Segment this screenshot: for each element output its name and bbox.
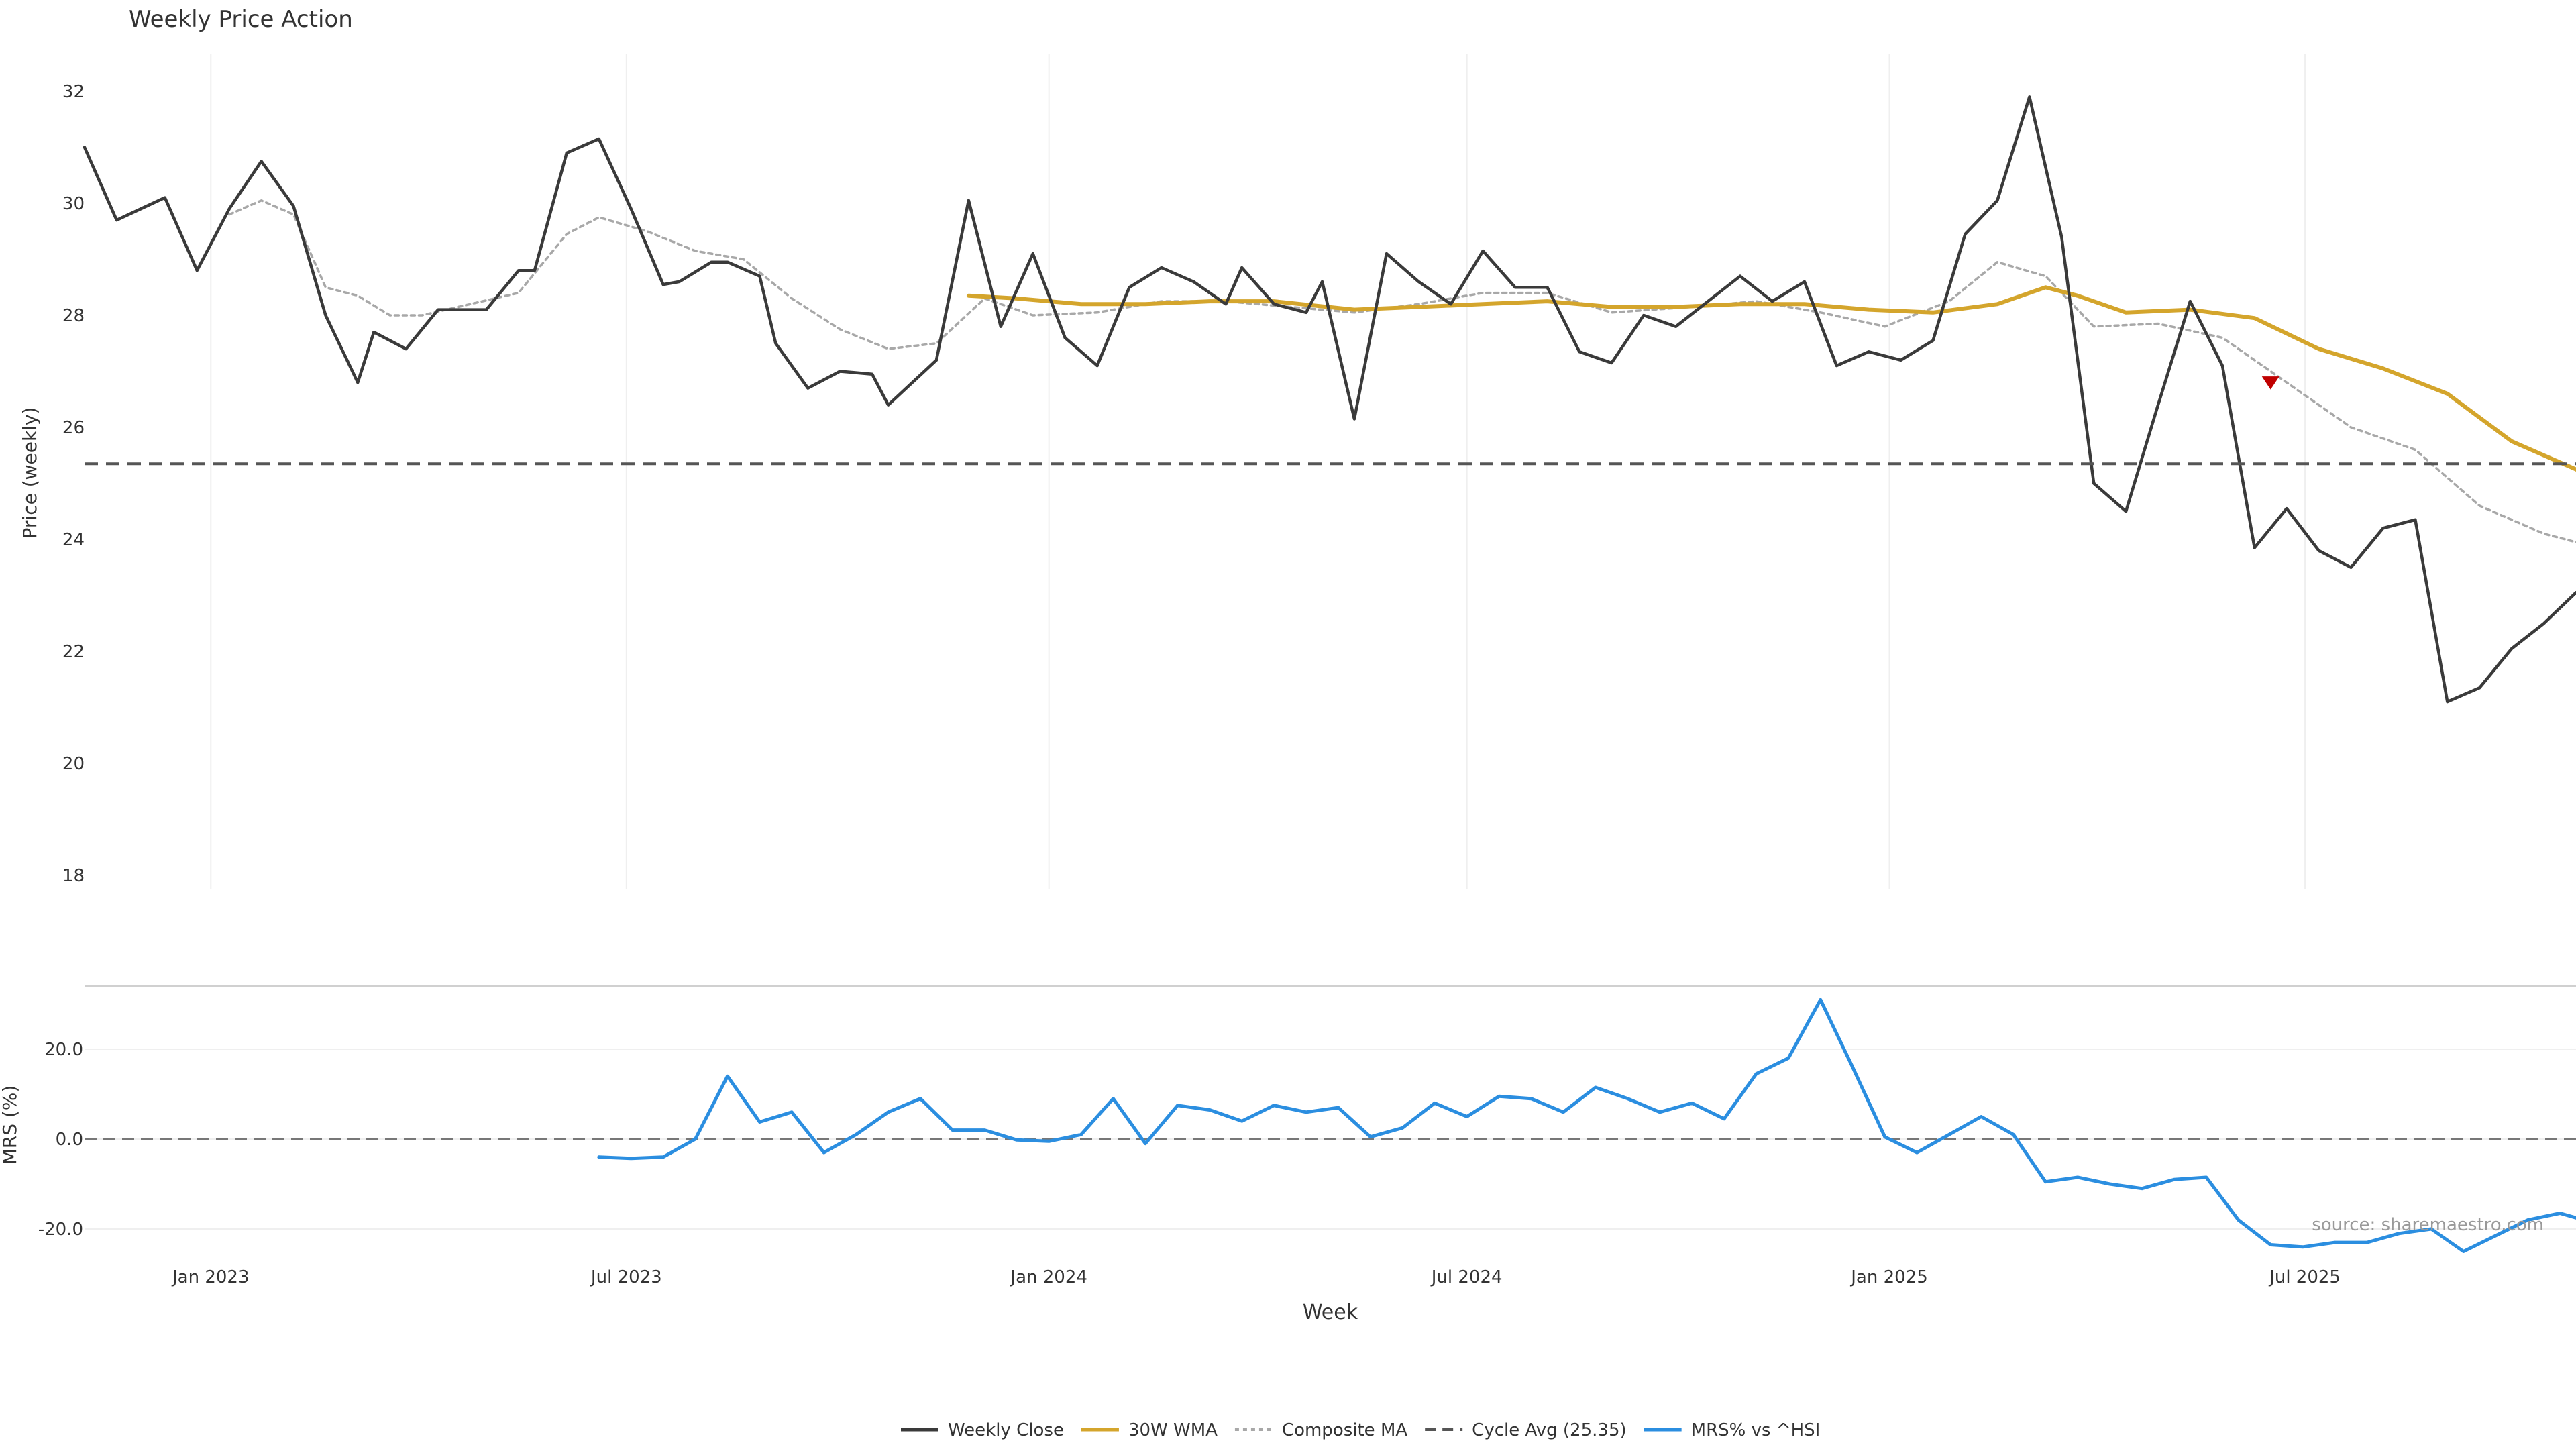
legend-item: Cycle Avg (25.35): [1425, 1420, 1627, 1440]
mrs-line: [597, 998, 2576, 1253]
source-note: source: sharemaestro.com: [2312, 1215, 2544, 1235]
legend-item: Composite MA: [1234, 1420, 1407, 1440]
chart-title: Weekly Price Action: [129, 6, 353, 33]
price-tick-label: 24: [62, 530, 85, 550]
x-tick-label: Jul 2025: [2268, 1267, 2341, 1287]
x-tick-label: Jan 2024: [1009, 1267, 1087, 1287]
price-tick-label: 20: [62, 754, 85, 774]
y-axis-label-mrs: MRS (%): [0, 1085, 21, 1165]
x-axis-label: Week: [1303, 1301, 1358, 1324]
price-tick-label: 32: [62, 82, 85, 102]
y-axis-label-price: Price (weekly): [19, 407, 41, 539]
weekly-close-line: [83, 95, 2576, 704]
price-tick-label: 26: [62, 418, 85, 438]
legend-label: 30W WMA: [1128, 1420, 1218, 1440]
legend-label: Composite MA: [1282, 1420, 1407, 1440]
x-tick-label: Jul 2024: [1430, 1267, 1503, 1287]
legend-label: Cycle Avg (25.35): [1472, 1420, 1626, 1440]
wma-30w-line: [966, 285, 2576, 472]
legend-item: MRS% vs ^HSI: [1644, 1420, 1821, 1440]
mrs-tick-label: 0.0: [56, 1130, 83, 1150]
x-tick-label: Jan 2025: [1849, 1267, 1928, 1287]
composite-ma-line: [227, 199, 2576, 543]
sell-signal-marker: [2261, 376, 2279, 390]
legend-item: 30W WMA: [1081, 1420, 1218, 1440]
legend-item: Weekly Close: [901, 1420, 1064, 1440]
x-tick-label: Jan 2023: [171, 1267, 250, 1287]
legend: Weekly Close 30W WMA Composite MA Cycle Avg…: [901, 1420, 1820, 1440]
x-tick-label: Jul 2023: [590, 1267, 662, 1287]
legend-label: MRS% vs ^HSI: [1691, 1420, 1821, 1440]
price-tick-label: 22: [62, 642, 85, 662]
price-tick-label: 18: [62, 866, 85, 886]
mrs-tick-label: -20.0: [38, 1220, 83, 1240]
mrs-tick-label: 20.0: [44, 1040, 83, 1060]
price-tick-label: 28: [62, 306, 85, 326]
price-tick-label: 30: [62, 194, 85, 214]
legend-label: Weekly Close: [948, 1420, 1064, 1440]
